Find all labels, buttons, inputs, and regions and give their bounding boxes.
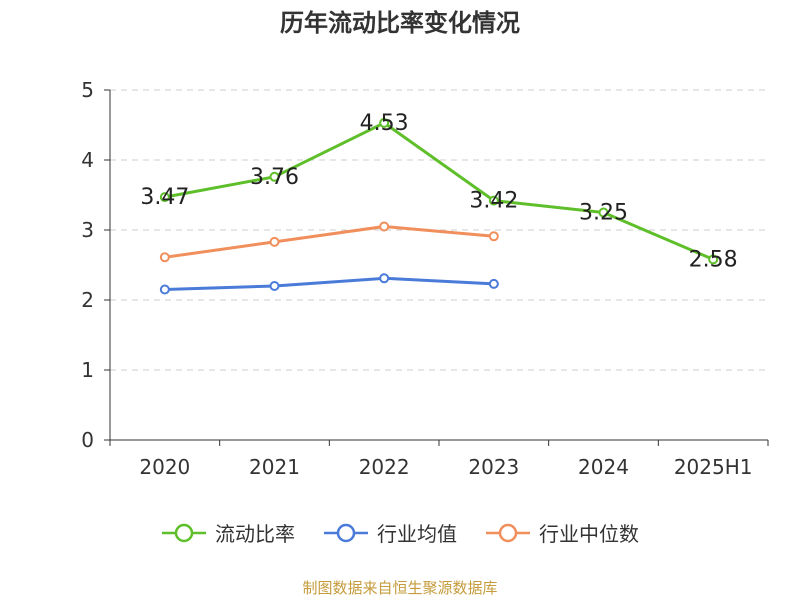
x-tick-label: 2020 <box>139 455 190 479</box>
data-point <box>488 195 499 206</box>
data-label: 2.58 <box>689 247 738 272</box>
data-point <box>379 117 390 128</box>
legend-marker-icon <box>324 523 368 542</box>
legend-item[interactable]: 行业均值 <box>323 518 457 547</box>
legend-item[interactable]: 流动比率 <box>161 518 295 547</box>
legend-label: 行业均值 <box>377 522 457 546</box>
data-point <box>708 254 719 265</box>
y-tick-label: 5 <box>81 78 94 102</box>
series-line <box>164 276 494 291</box>
data-point <box>159 284 170 295</box>
data-point <box>269 281 280 291</box>
legend-label: 流动比率 <box>215 522 295 546</box>
data-point <box>488 231 499 242</box>
x-tick-label: 2021 <box>249 455 300 479</box>
y-tick-label: 1 <box>81 358 94 382</box>
data-point <box>159 252 170 263</box>
data-label: 4.53 <box>360 111 409 136</box>
legend-label: 行业中位数 <box>539 522 639 546</box>
legend-item[interactable]: 行业中位数 <box>485 518 639 547</box>
series-line <box>164 121 714 261</box>
y-tick-label: 3 <box>81 218 94 242</box>
y-tick-label: 0 <box>81 428 94 452</box>
y-tick-label: 4 <box>81 148 94 172</box>
data-point <box>379 221 390 232</box>
x-tick-label: 2023 <box>468 455 519 479</box>
chart-legend: 流动比率 行业均值 行业中位数 <box>0 518 800 547</box>
source-note: 制图数据来自恒生聚源数据库 <box>302 579 498 597</box>
legend-marker-icon <box>486 523 530 542</box>
data-label: 3.25 <box>579 201 628 226</box>
data-point <box>488 278 499 289</box>
x-tick-label: 2025H1 <box>674 455 753 479</box>
legend-marker-icon <box>162 523 206 542</box>
data-point <box>269 171 280 182</box>
data-point <box>598 207 609 218</box>
chart-title: 历年流动比率变化情况 <box>280 9 520 37</box>
data-point <box>269 236 280 247</box>
x-tick-label: 2024 <box>578 455 629 479</box>
data-label: 3.47 <box>140 185 189 210</box>
series-line <box>164 225 494 259</box>
data-point <box>159 192 170 203</box>
data-label: 3.76 <box>250 165 299 190</box>
data-point <box>379 273 390 284</box>
data-label: 3.42 <box>469 189 518 214</box>
y-tick-label: 2 <box>81 288 94 312</box>
x-tick-label: 2022 <box>359 455 410 479</box>
